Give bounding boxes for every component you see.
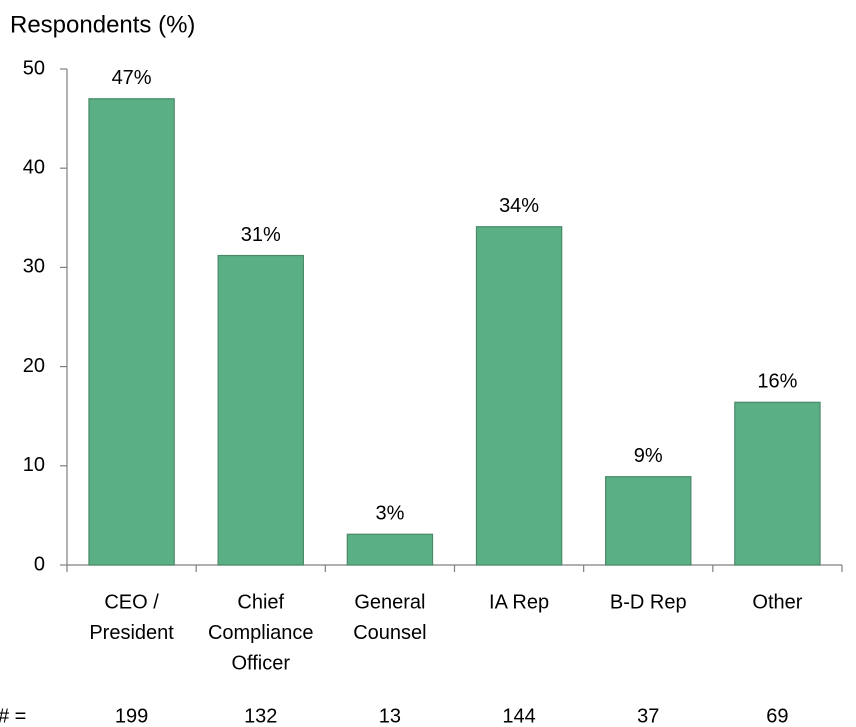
value-label: 34% — [499, 195, 539, 217]
bar — [475, 226, 563, 566]
y-tick-label: 0 — [34, 553, 45, 575]
bar — [88, 98, 175, 566]
x-tick-label: B-D Rep — [610, 591, 687, 613]
x-tick-label: Chief — [237, 591, 284, 613]
y-tick-label: 20 — [23, 355, 45, 377]
chart-title: Respondents (%) — [10, 11, 195, 38]
count-row-label: # = — [0, 705, 26, 727]
bar — [605, 476, 692, 566]
value-label: 3% — [375, 503, 404, 525]
value-label: 16% — [757, 371, 797, 393]
bar — [346, 533, 434, 566]
x-tick-label: CEO / — [104, 591, 159, 613]
x-tick-label: IA Rep — [489, 591, 549, 613]
y-tick-label: 40 — [23, 156, 45, 178]
y-tick-label: 50 — [23, 57, 45, 79]
count-value: 144 — [502, 705, 535, 727]
count-value: 199 — [115, 705, 148, 727]
count-value: 13 — [379, 705, 401, 727]
x-tick-label: Officer — [231, 652, 290, 674]
x-tick-label: General — [354, 591, 425, 613]
value-label: 9% — [634, 445, 663, 467]
count-value: 132 — [244, 705, 277, 727]
x-tick-label: Other — [752, 591, 802, 613]
value-label: 31% — [241, 224, 281, 246]
x-tick-label: Counsel — [353, 622, 426, 644]
x-tick-label: President — [89, 622, 174, 644]
y-tick-label: 10 — [23, 454, 45, 476]
count-value: 37 — [637, 705, 659, 727]
y-tick-label: 30 — [23, 256, 45, 278]
count-value: 69 — [766, 705, 788, 727]
x-tick-label: Compliance — [208, 622, 314, 644]
bar — [217, 254, 304, 566]
value-label: 47% — [112, 67, 152, 89]
bar — [734, 401, 821, 566]
